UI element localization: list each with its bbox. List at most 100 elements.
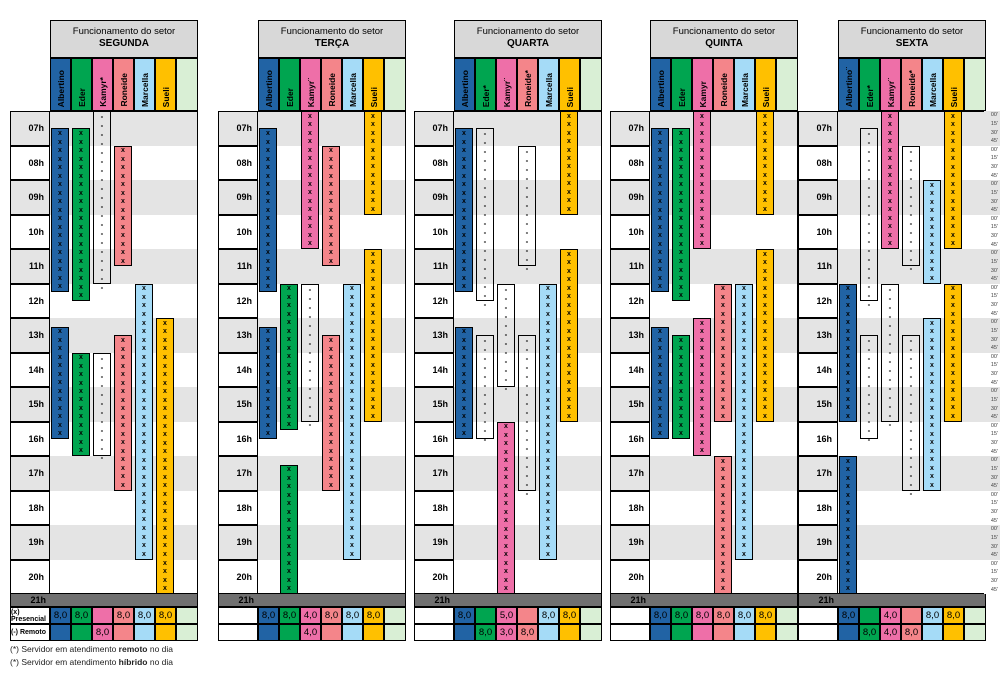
slot-mark-dash: - <box>308 338 312 348</box>
person-header-eder: Eder* <box>859 58 880 111</box>
slot-mark-x: x <box>930 319 934 327</box>
total-presencial-albertino: 8,0 <box>650 607 671 624</box>
slot-mark-x: x <box>721 542 725 550</box>
slot-mark-dash: - <box>909 435 913 445</box>
slot-mark-x: x <box>658 249 662 257</box>
time-label-21h: 21h <box>818 595 834 605</box>
slot-mark-x: x <box>79 232 83 240</box>
slot-mark-x: x <box>658 353 662 361</box>
quarter-label: 15' <box>990 155 998 162</box>
time-label-12h: 12h <box>218 283 258 318</box>
slot-mark-x: x <box>951 172 955 180</box>
slot-mark-x: x <box>504 431 508 439</box>
total-remoto-albertino <box>258 624 279 641</box>
slot-mark-x: x <box>266 429 270 437</box>
slot-mark-x: x <box>504 500 508 508</box>
slot-mark-x: x <box>700 138 704 146</box>
time-label-11h: 11h <box>798 249 838 284</box>
slot-mark-dash: - <box>525 417 529 427</box>
slot-mark-dash: - <box>525 480 529 490</box>
person-header-kamyr: Kamyr¨ <box>300 58 321 111</box>
time-label-18h: 18h <box>798 490 838 525</box>
time-label-20h: 20h <box>610 559 650 594</box>
slot-mark-x: x <box>951 231 955 239</box>
slot-mark-x: x <box>658 147 662 155</box>
slot-mark-x: x <box>700 413 704 421</box>
slot-mark-dash: - <box>100 389 104 399</box>
time-label-17h: 17h <box>414 456 454 491</box>
slot-mark-x: x <box>930 328 934 336</box>
slot-mark-dash: - <box>525 236 529 246</box>
slot-mark-x: x <box>721 525 725 533</box>
slot-mark-x: x <box>951 353 955 361</box>
slot-mark-x: x <box>462 138 466 146</box>
person-header-marcella: Marcella <box>134 58 155 111</box>
time-label-17h: 17h <box>610 456 650 491</box>
slot-mark-x: x <box>742 550 746 558</box>
slot-mark-x: x <box>308 172 312 180</box>
slot-mark-x: x <box>504 491 508 499</box>
slot-mark-x: x <box>462 266 466 274</box>
slot-mark-x: x <box>763 267 767 275</box>
slot-mark-x: x <box>58 429 62 437</box>
slot-mark-x: x <box>350 302 354 310</box>
slot-mark-x: x <box>546 336 550 344</box>
slot-mark-x: x <box>266 172 270 180</box>
slot-mark-x: x <box>700 353 704 361</box>
person-header-kamyr: Kamyr* <box>92 58 113 111</box>
time-label-08h: 08h <box>218 145 258 180</box>
slot-mark-x: x <box>700 180 704 188</box>
slot-mark-x: x <box>763 370 767 378</box>
slot-mark-dash: - <box>483 273 487 283</box>
slot-mark-x: x <box>462 189 466 197</box>
total-presencial-empty <box>176 607 198 624</box>
total-presencial-albertino: 8,0 <box>838 607 859 624</box>
slot-mark-x: x <box>462 429 466 437</box>
slot-mark-x: x <box>163 499 167 507</box>
slot-mark-x: x <box>951 370 955 378</box>
slot-mark-x: x <box>846 336 850 344</box>
slot-mark-x: x <box>679 181 683 189</box>
slot-mark-x: x <box>546 319 550 327</box>
slot-mark-x: x <box>504 474 508 482</box>
slot-mark-x: x <box>163 371 167 379</box>
slot-mark-x: x <box>567 395 571 403</box>
slot-mark-x: x <box>679 387 683 395</box>
quarter-label: 30' <box>990 302 998 309</box>
time-label-07h: 07h <box>218 111 258 146</box>
person-name-label: Sueli <box>368 86 379 107</box>
slot-mark-x: x <box>142 490 146 498</box>
slot-mark-x: x <box>142 370 146 378</box>
slot-mark-x: x <box>287 551 291 559</box>
time-label-09h: 09h <box>218 180 258 215</box>
slot-mark-x: x <box>846 517 850 525</box>
slot-mark-dash: - <box>483 183 487 193</box>
total-remoto-marcella <box>134 624 155 641</box>
slot-mark-x: x <box>930 190 934 198</box>
slot-mark-dash: - <box>867 381 871 391</box>
slot-mark-x: x <box>546 422 550 430</box>
total-presencial-roneide: 8,0 <box>113 607 134 624</box>
slot-mark-x: x <box>546 370 550 378</box>
slot-mark-x: x <box>504 525 508 533</box>
slot-mark-x: x <box>142 465 146 473</box>
slot-mark-dash: - <box>867 129 871 139</box>
slot-mark-dash: - <box>504 302 508 312</box>
slot-mark-x: x <box>546 473 550 481</box>
gutter-hour-17h: 00' 15' 30' 45' <box>984 456 1000 491</box>
slot-mark-x: x <box>763 171 767 179</box>
slot-mark-x: x <box>266 198 270 206</box>
total-remoto-roneide: 8,0 <box>517 624 538 641</box>
slot-mark-x: x <box>163 542 167 550</box>
slot-mark-x: x <box>142 379 146 387</box>
slot-mark-x: x <box>567 138 571 146</box>
slot-mark-x: x <box>462 274 466 282</box>
slot-mark-x: x <box>763 205 767 213</box>
slot-mark-x: x <box>287 474 291 482</box>
slot-mark-dash: - <box>504 356 508 366</box>
hour-row-17h <box>610 456 798 491</box>
slot-mark-x: x <box>308 231 312 239</box>
slot-mark-x: x <box>329 147 333 155</box>
